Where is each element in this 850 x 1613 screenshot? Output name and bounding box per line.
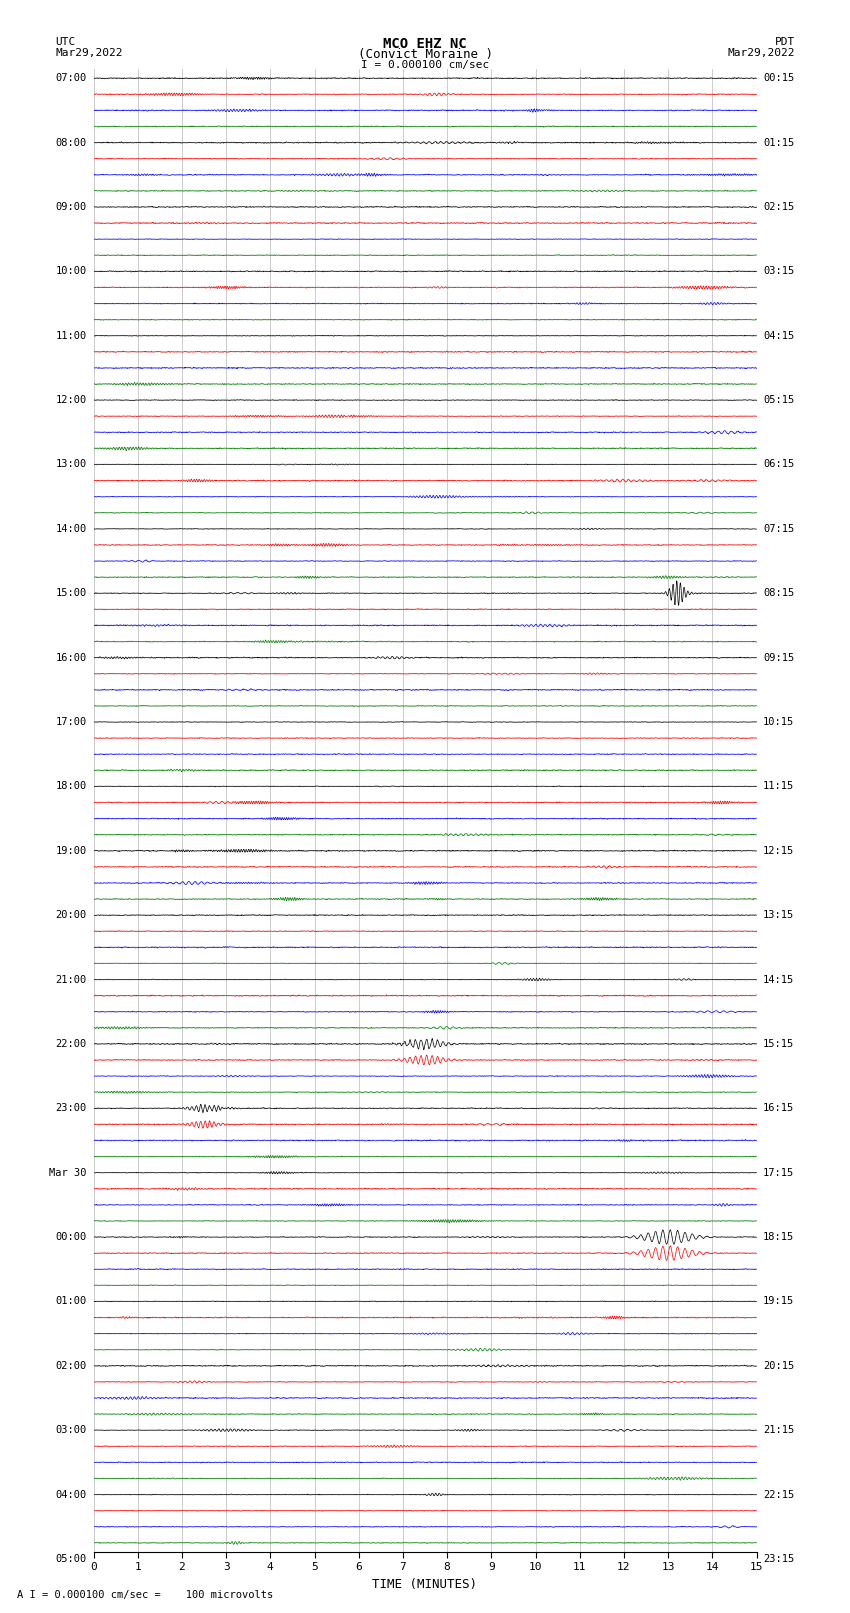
Text: 21:15: 21:15 bbox=[763, 1426, 795, 1436]
Text: 05:15: 05:15 bbox=[763, 395, 795, 405]
Text: 09:15: 09:15 bbox=[763, 653, 795, 663]
Text: 23:00: 23:00 bbox=[55, 1103, 87, 1113]
Text: 01:00: 01:00 bbox=[55, 1297, 87, 1307]
Text: (Convict Moraine ): (Convict Moraine ) bbox=[358, 48, 492, 61]
Text: 01:15: 01:15 bbox=[763, 137, 795, 148]
Text: 23:15: 23:15 bbox=[763, 1553, 795, 1565]
Text: 17:00: 17:00 bbox=[55, 718, 87, 727]
Text: 20:15: 20:15 bbox=[763, 1361, 795, 1371]
Text: 10:15: 10:15 bbox=[763, 718, 795, 727]
Text: 06:15: 06:15 bbox=[763, 460, 795, 469]
Text: 04:15: 04:15 bbox=[763, 331, 795, 340]
Text: Mar 30: Mar 30 bbox=[49, 1168, 87, 1177]
Text: 15:00: 15:00 bbox=[55, 589, 87, 598]
Text: 03:00: 03:00 bbox=[55, 1426, 87, 1436]
Text: 08:15: 08:15 bbox=[763, 589, 795, 598]
Text: 08:00: 08:00 bbox=[55, 137, 87, 148]
Text: I = 0.000100 cm/sec: I = 0.000100 cm/sec bbox=[361, 60, 489, 69]
Text: 05:00: 05:00 bbox=[55, 1553, 87, 1565]
Text: 10:00: 10:00 bbox=[55, 266, 87, 276]
Text: UTC: UTC bbox=[55, 37, 76, 47]
Text: 09:00: 09:00 bbox=[55, 202, 87, 211]
Text: 14:00: 14:00 bbox=[55, 524, 87, 534]
Text: 13:00: 13:00 bbox=[55, 460, 87, 469]
Text: 19:00: 19:00 bbox=[55, 845, 87, 857]
Text: 13:15: 13:15 bbox=[763, 910, 795, 919]
Text: 07:00: 07:00 bbox=[55, 73, 87, 84]
Text: 22:15: 22:15 bbox=[763, 1489, 795, 1500]
Text: 04:00: 04:00 bbox=[55, 1489, 87, 1500]
Text: 00:00: 00:00 bbox=[55, 1232, 87, 1242]
Text: 22:00: 22:00 bbox=[55, 1039, 87, 1048]
Text: 17:15: 17:15 bbox=[763, 1168, 795, 1177]
Text: 00:15: 00:15 bbox=[763, 73, 795, 84]
Text: 11:15: 11:15 bbox=[763, 781, 795, 792]
Text: 12:00: 12:00 bbox=[55, 395, 87, 405]
Text: 11:00: 11:00 bbox=[55, 331, 87, 340]
Text: 18:15: 18:15 bbox=[763, 1232, 795, 1242]
Text: 20:00: 20:00 bbox=[55, 910, 87, 919]
X-axis label: TIME (MINUTES): TIME (MINUTES) bbox=[372, 1578, 478, 1590]
Text: MCO EHZ NC: MCO EHZ NC bbox=[383, 37, 467, 52]
Text: Mar29,2022: Mar29,2022 bbox=[55, 48, 122, 58]
Text: 14:15: 14:15 bbox=[763, 974, 795, 984]
Text: 16:00: 16:00 bbox=[55, 653, 87, 663]
Text: 18:00: 18:00 bbox=[55, 781, 87, 792]
Text: 02:00: 02:00 bbox=[55, 1361, 87, 1371]
Text: 15:15: 15:15 bbox=[763, 1039, 795, 1048]
Text: 07:15: 07:15 bbox=[763, 524, 795, 534]
Text: 21:00: 21:00 bbox=[55, 974, 87, 984]
Text: 03:15: 03:15 bbox=[763, 266, 795, 276]
Text: 12:15: 12:15 bbox=[763, 845, 795, 857]
Text: 16:15: 16:15 bbox=[763, 1103, 795, 1113]
Text: A I = 0.000100 cm/sec =    100 microvolts: A I = 0.000100 cm/sec = 100 microvolts bbox=[17, 1590, 273, 1600]
Text: 19:15: 19:15 bbox=[763, 1297, 795, 1307]
Text: Mar29,2022: Mar29,2022 bbox=[728, 48, 795, 58]
Text: 02:15: 02:15 bbox=[763, 202, 795, 211]
Text: PDT: PDT bbox=[774, 37, 795, 47]
